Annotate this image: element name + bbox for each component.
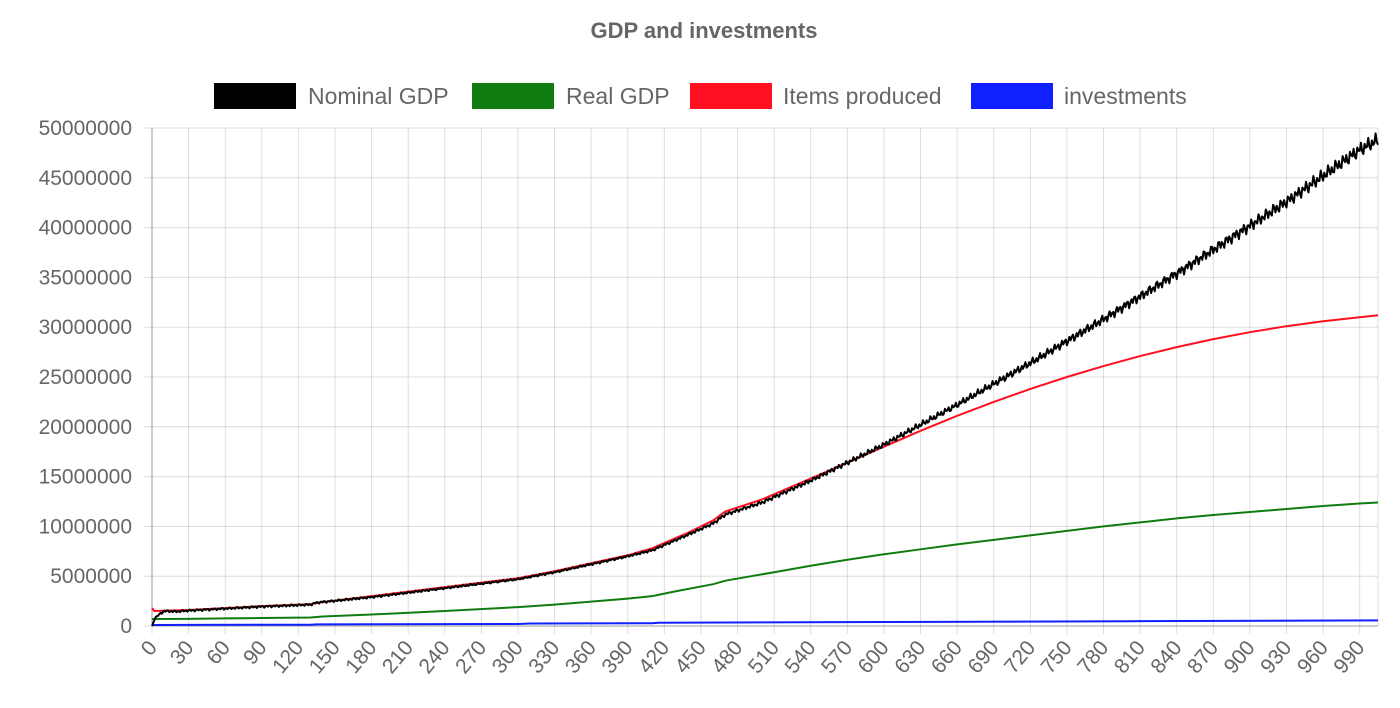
chart-title: GDP and investments xyxy=(591,18,818,43)
legend-label: Items produced xyxy=(783,83,942,109)
x-tick-label: 300 xyxy=(488,636,528,678)
x-tick-label: 330 xyxy=(524,636,564,678)
x-tick-label: 990 xyxy=(1329,636,1369,678)
x-tick-label: 480 xyxy=(707,636,747,678)
x-tick-label: 630 xyxy=(890,636,930,678)
x-tick-label: 510 xyxy=(744,636,784,678)
x-tick-label: 810 xyxy=(1110,636,1150,678)
y-tick-label: 0 xyxy=(120,615,132,638)
series-line-items-produced xyxy=(151,314,1379,613)
y-tick-label: 5000000 xyxy=(50,565,132,588)
series-line-nominal-gdp xyxy=(151,132,1379,627)
y-tick-label: 50000000 xyxy=(39,117,132,140)
y-tick-label: 30000000 xyxy=(39,316,132,339)
series-line-investments xyxy=(151,619,1379,626)
legend: Nominal GDP Real GDP Items produced investm… xyxy=(214,83,1187,109)
y-tick-label: 20000000 xyxy=(39,416,132,439)
x-tick-label: 540 xyxy=(780,636,820,678)
x-tick-label: 240 xyxy=(414,636,454,678)
x-tick-label: 750 xyxy=(1037,636,1077,678)
x-tick-label: 90 xyxy=(239,636,272,669)
x-tick-label: 660 xyxy=(927,636,967,678)
x-tick-label: 450 xyxy=(671,636,711,678)
x-tick-label: 960 xyxy=(1293,636,1333,678)
grid xyxy=(144,127,1379,634)
y-tick-label: 35000000 xyxy=(39,266,132,289)
x-tick-label: 390 xyxy=(597,636,637,678)
y-tick-label: 45000000 xyxy=(39,167,132,190)
x-tick-label: 690 xyxy=(963,636,1003,678)
legend-swatch xyxy=(214,83,296,109)
legend-item-items-produced[interactable]: Items produced xyxy=(690,83,942,109)
x-tick-label: 840 xyxy=(1146,636,1186,678)
x-tick-label: 270 xyxy=(451,636,491,678)
legend-swatch xyxy=(472,83,554,109)
y-tick-label: 40000000 xyxy=(39,217,132,240)
x-tick-label: 600 xyxy=(854,636,894,678)
y-tick-label: 10000000 xyxy=(39,515,132,538)
x-tick-label: 780 xyxy=(1073,636,1113,678)
legend-label: investments xyxy=(1064,83,1187,109)
y-tick-label: 15000000 xyxy=(39,466,132,489)
y-tick-label: 25000000 xyxy=(39,366,132,389)
legend-label: Real GDP xyxy=(566,83,670,109)
legend-swatch xyxy=(690,83,772,109)
x-tick-label: 870 xyxy=(1183,636,1223,678)
x-tick-label: 930 xyxy=(1256,636,1296,678)
legend-swatch xyxy=(971,83,1053,109)
x-tick-label: 360 xyxy=(561,636,601,678)
legend-item-nominal-gdp[interactable]: Nominal GDP xyxy=(214,83,449,109)
x-tick-label: 720 xyxy=(1000,636,1040,678)
x-tick-label: 0 xyxy=(137,636,162,660)
x-tick-label: 120 xyxy=(268,636,308,678)
x-tick-label: 210 xyxy=(378,636,418,678)
x-tick-label: 60 xyxy=(202,636,235,669)
legend-label: Nominal GDP xyxy=(308,83,449,109)
x-tick-label: 180 xyxy=(341,636,381,678)
y-axis: 0 5000000 10000000 15000000 20000000 25000000… xyxy=(39,117,132,638)
x-tick-label: 30 xyxy=(166,636,199,669)
x-tick-label: 420 xyxy=(634,636,674,678)
x-tick-label: 900 xyxy=(1220,636,1260,678)
series-group xyxy=(151,132,1379,627)
x-axis: 0 30 60 90120150180210240270300330360390420… xyxy=(137,636,1370,678)
series-line-real-gdp xyxy=(151,501,1379,621)
legend-item-investments[interactable]: investments xyxy=(971,83,1187,109)
x-tick-label: 150 xyxy=(305,636,345,678)
legend-item-real-gdp[interactable]: Real GDP xyxy=(472,83,670,109)
x-tick-label: 570 xyxy=(817,636,857,678)
